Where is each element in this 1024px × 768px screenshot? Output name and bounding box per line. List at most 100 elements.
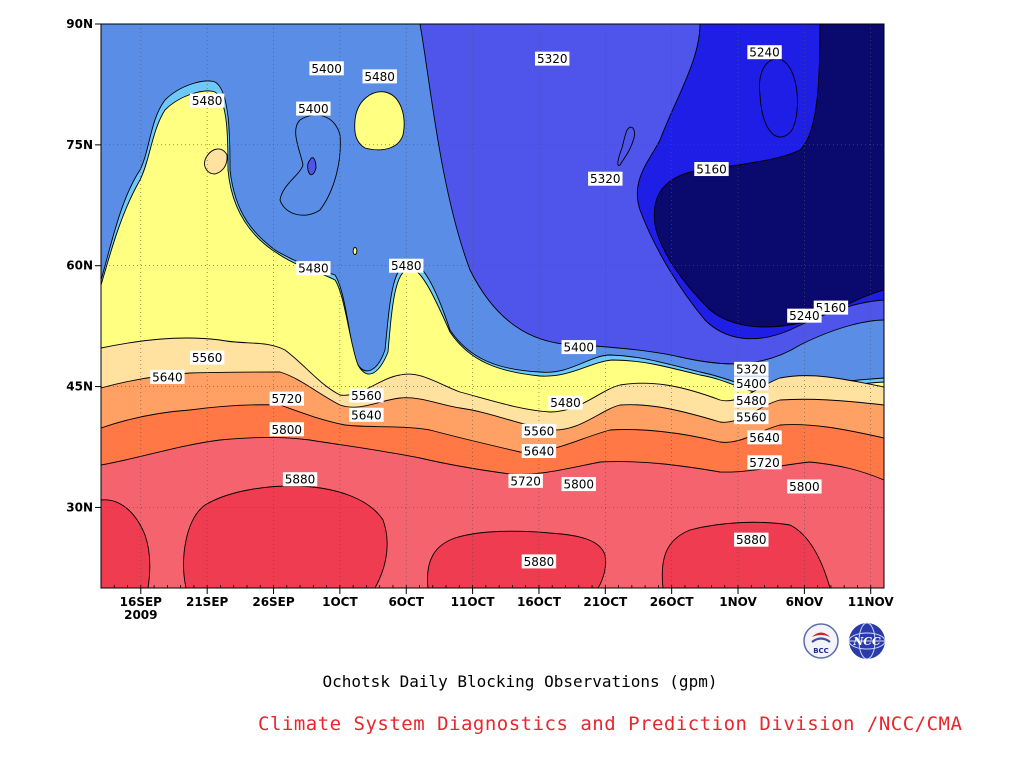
contour-label-5720: 5720	[269, 391, 304, 406]
contour-label-5640: 5640	[521, 444, 557, 459]
contour-label-box	[521, 444, 557, 459]
contour-label-5160: 5160	[694, 162, 729, 177]
y-tick-label: 60N	[66, 259, 93, 273]
y-axis: 90N 75N 60N 45N 30N	[66, 17, 101, 514]
contour-label-text: 5400	[736, 377, 767, 391]
ncc-logo: NCC	[848, 622, 886, 660]
contour-label-box	[734, 532, 769, 547]
contour-label-text: 5800	[272, 423, 303, 437]
contour-label-box	[561, 477, 596, 492]
x-tick-label: 21OCT	[583, 595, 628, 609]
contour-label-text: 5560	[192, 351, 223, 365]
contour-label-text: 5720	[510, 474, 541, 488]
contour-label-text: 5480	[391, 259, 422, 273]
contour-label-box	[734, 376, 769, 391]
contour-label-text: 5480	[298, 262, 329, 276]
contour-label-box	[734, 361, 769, 376]
contour-label-text: 5480	[364, 70, 395, 84]
y-tick-label: 75N	[66, 138, 93, 152]
contour-label-5480: 5480	[296, 261, 331, 276]
contour-label-box	[734, 410, 769, 425]
x-tick-label: 11OCT	[451, 595, 496, 609]
contour-band-5480-5560-3	[352, 247, 358, 255]
contour-label-5400: 5400	[296, 101, 331, 116]
logo-area: BCC NCC	[800, 622, 900, 662]
y-tick-label: 30N	[66, 500, 93, 514]
bcc-logo-text: BCC	[813, 647, 829, 655]
contour-label-box	[747, 430, 782, 445]
contour-label-box	[309, 61, 344, 76]
contour-band-5480-5560-2	[354, 91, 405, 151]
contour-label-5880: 5880	[521, 554, 557, 569]
contour-label-5480: 5480	[734, 393, 769, 408]
chart-title: Ochotsk Daily Blocking Observations (gpm…	[322, 672, 718, 691]
contour-labels: 5400 5480 5320 5240 5480 5400 5160 5320 5480 5480…	[150, 45, 849, 569]
contour-label-box	[521, 554, 557, 569]
contour-label-text: 5640	[351, 408, 382, 422]
contour-band-above-5880-2	[183, 485, 388, 588]
contour-label-text: 5240	[789, 309, 820, 323]
contour-label-text: 5320	[537, 52, 568, 66]
contour-label-box	[508, 473, 543, 488]
contour-label-box	[282, 472, 318, 487]
contour-label-5320: 5320	[535, 51, 570, 66]
contour-label-text: 5400	[311, 62, 342, 76]
contour-label-text: 5880	[736, 533, 767, 547]
contour-label-5560: 5560	[734, 410, 769, 425]
contour-label-text: 5640	[749, 431, 780, 445]
contour-label-5480: 5480	[389, 258, 424, 273]
contour-label-text: 5160	[696, 163, 727, 177]
contour-label-text: 5880	[524, 555, 555, 569]
contour-label-5480: 5480	[362, 69, 397, 84]
contour-label-box	[694, 162, 729, 177]
contour-label-text: 5320	[590, 172, 621, 186]
contour-label-box	[296, 101, 331, 116]
contour-band-above-5880	[101, 499, 151, 588]
contour-label-5160: 5160	[813, 300, 849, 315]
x-tick-label: 1OCT	[322, 595, 358, 609]
contour-label-text: 5880	[285, 473, 316, 487]
contour-label-box	[747, 455, 782, 470]
contour-label-box	[747, 45, 782, 60]
contour-label-5560: 5560	[521, 423, 557, 438]
contour-label-box	[813, 300, 849, 315]
contour-label-5320: 5320	[588, 171, 623, 186]
contour-label-box	[150, 369, 185, 384]
contour-label-text: 5720	[272, 392, 303, 406]
contour-label-text: 5480	[192, 94, 223, 108]
contour-label-box	[269, 391, 304, 406]
contour-label-5400: 5400	[561, 340, 596, 355]
contour-label-box	[389, 258, 424, 273]
plot-frame	[100, 23, 885, 589]
contour-label-text: 5720	[749, 456, 780, 470]
contour-label-5720: 5720	[747, 455, 782, 470]
contour-label-5560: 5560	[189, 350, 225, 365]
x-tick-label: 11NOV	[848, 595, 895, 609]
contour-label-text: 5640	[152, 370, 183, 384]
contour-label-5640: 5640	[349, 407, 384, 422]
contour-label-5640: 5640	[150, 369, 185, 384]
contour-label-box	[548, 395, 583, 410]
y-tick-label: 45N	[66, 380, 93, 394]
x-year-label: 2009	[124, 608, 157, 622]
x-tick-label: 1NOV	[719, 595, 757, 609]
contour-label-5400: 5400	[309, 61, 344, 76]
contour-label-box	[734, 393, 769, 408]
contour-label-text: 5640	[524, 445, 555, 459]
contour-fill-area	[101, 24, 884, 588]
contour-label-box	[588, 171, 623, 186]
x-tick-label: 16OCT	[517, 595, 562, 609]
x-axis: 16SEP 21SEP 26SEP 1OCT 6OCT 11OCT 16OCT 21OCT 26…	[100, 585, 895, 622]
contour-label-text: 5560	[524, 424, 555, 438]
x-tick-label: 6OCT	[388, 595, 424, 609]
contour-label-box	[787, 479, 822, 494]
contour-label-box	[561, 340, 596, 355]
contour-label-5880: 5880	[734, 532, 769, 547]
x-tick-label: 16SEP	[120, 595, 163, 609]
contour-label-5800: 5800	[269, 422, 304, 437]
contour-band-5240-5320-2	[617, 126, 635, 166]
bcc-logo: BCC	[803, 623, 839, 659]
contour-label-box	[349, 407, 384, 422]
contour-label-box	[189, 350, 225, 365]
contour-label-box	[362, 69, 397, 84]
